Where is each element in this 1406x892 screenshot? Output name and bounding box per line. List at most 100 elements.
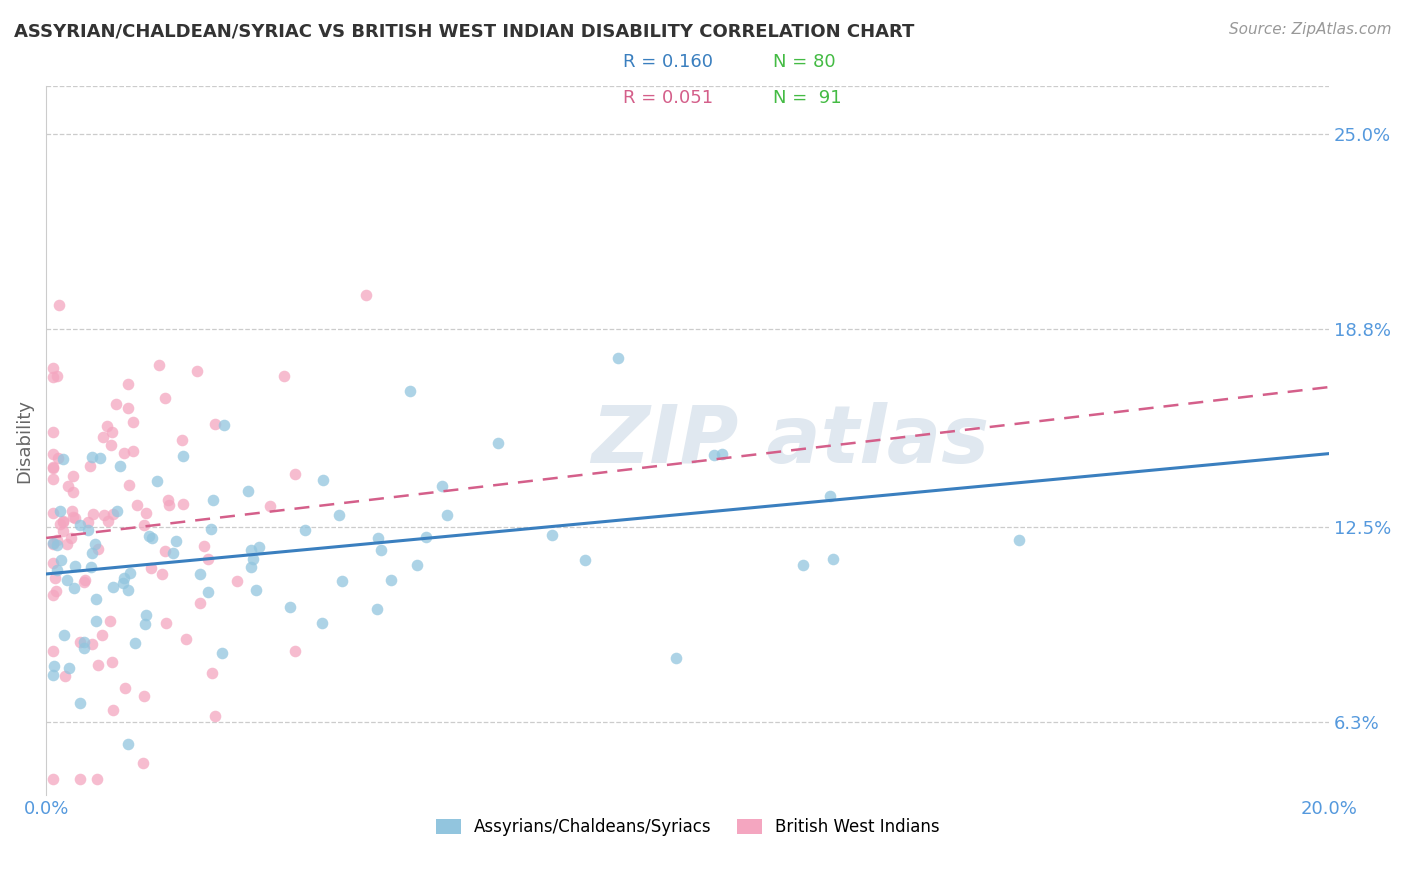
Point (703, 448, 725, 462)
Point (97, 514, 120, 528)
Point (247, 540, 270, 554)
Point (56, 537, 79, 551)
Point (62, 468, 84, 483)
Point (367, 531, 389, 545)
Point (710, 447, 733, 461)
Text: ZIP atlas: ZIP atlas (591, 401, 990, 480)
Point (105, 504, 128, 518)
Point (172, 497, 194, 511)
Text: Source: ZipAtlas.com: Source: ZipAtlas.com (1229, 22, 1392, 37)
Point (41, 361, 63, 376)
Point (821, 551, 844, 566)
Point (117, 737, 139, 751)
Point (135, 507, 157, 521)
Point (69, 518, 91, 533)
Point (101, 703, 124, 717)
Point (211, 646, 233, 660)
Point (52, 628, 75, 642)
Point (162, 546, 184, 560)
Point (200, 522, 222, 536)
Point (41, 459, 63, 474)
Point (432, 479, 454, 493)
Point (51, 553, 73, 567)
Text: R = 0.160: R = 0.160 (623, 54, 713, 71)
Point (1008, 533, 1031, 548)
Point (134, 617, 156, 632)
Point (84, 592, 107, 607)
Point (56, 479, 79, 493)
Point (89, 450, 111, 465)
Point (69, 772, 91, 786)
Point (284, 467, 307, 482)
Point (52, 452, 75, 467)
Point (117, 401, 139, 416)
Point (58, 661, 80, 675)
Point (135, 608, 157, 623)
Point (212, 418, 235, 433)
Point (112, 571, 135, 585)
Point (125, 499, 148, 513)
Text: R = 0.051: R = 0.051 (623, 89, 713, 107)
Point (80, 560, 103, 574)
Point (80, 546, 103, 560)
Point (41, 668, 63, 682)
Point (45, 563, 67, 577)
Point (141, 531, 163, 545)
Point (665, 650, 688, 665)
Point (84, 614, 107, 628)
Point (124, 636, 146, 650)
Point (80, 450, 103, 464)
Point (155, 615, 177, 630)
Point (399, 384, 422, 399)
Point (193, 539, 215, 553)
Point (84, 537, 107, 551)
Point (370, 543, 392, 558)
Point (112, 576, 135, 591)
Point (62, 484, 84, 499)
Point (132, 756, 155, 771)
Point (574, 553, 596, 567)
Point (172, 434, 194, 448)
Point (415, 530, 437, 544)
Point (226, 574, 249, 589)
Point (41, 472, 63, 486)
Point (240, 559, 263, 574)
Point (105, 397, 128, 411)
Point (818, 489, 841, 503)
Point (436, 508, 458, 523)
Point (41, 643, 63, 657)
Point (204, 709, 226, 723)
Point (46, 368, 69, 383)
Point (80, 637, 103, 651)
Point (202, 492, 225, 507)
Point (41, 588, 63, 602)
Point (45, 584, 67, 599)
Point (366, 602, 388, 616)
Point (73, 574, 96, 589)
Point (406, 558, 429, 573)
Point (65, 558, 87, 573)
Point (44, 570, 66, 584)
Point (328, 508, 350, 522)
Point (330, 574, 353, 588)
Point (186, 364, 208, 378)
Point (41, 447, 63, 461)
Point (69, 635, 91, 649)
Point (98, 614, 121, 628)
Point (284, 644, 307, 658)
Point (52, 515, 75, 529)
Point (150, 566, 173, 581)
Point (311, 615, 333, 630)
Point (188, 566, 211, 581)
Point (157, 498, 180, 512)
Point (112, 445, 135, 459)
Point (157, 492, 180, 507)
Point (73, 641, 96, 656)
Point (86, 542, 108, 557)
Point (101, 655, 124, 669)
Point (41, 506, 63, 520)
Point (96, 418, 118, 433)
Y-axis label: Disability: Disability (15, 399, 32, 483)
Point (48, 516, 70, 531)
Text: N =  91: N = 91 (773, 89, 842, 107)
